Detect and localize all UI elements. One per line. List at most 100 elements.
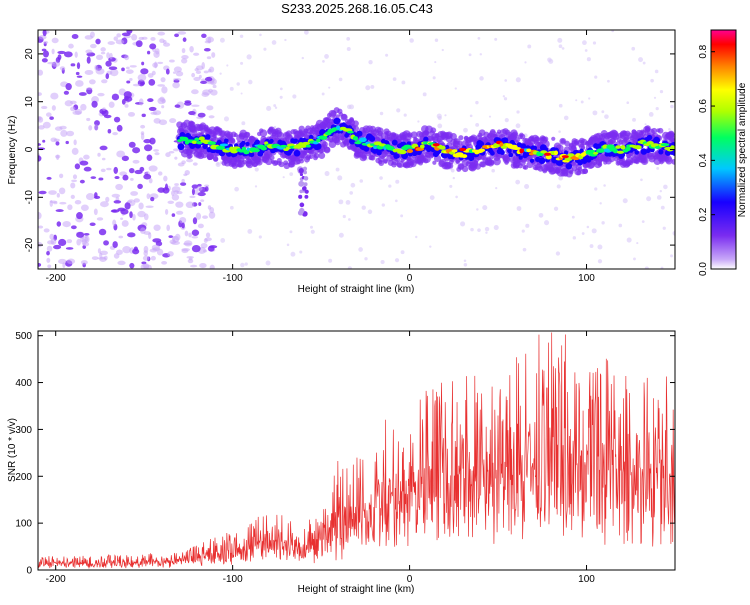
spectrogram-cell [122, 246, 131, 254]
spectrogram-cell [396, 108, 401, 113]
spectrogram-cell [622, 198, 628, 204]
spectrogram-cell [240, 92, 243, 95]
spectrogram-cell [282, 176, 285, 179]
spectrogram-cell [515, 77, 521, 83]
spectrogram-cell [47, 264, 52, 269]
spectrogram-cell [177, 143, 185, 151]
spectrogram-cell [670, 254, 674, 258]
spectrogram-cell [432, 76, 436, 80]
spectrogram-cell [123, 91, 132, 99]
spectrogram-cell [60, 129, 68, 137]
spectrogram-cell [524, 61, 527, 64]
y-tick-label: 400 [15, 378, 32, 389]
x-tick-label: 0 [407, 574, 413, 585]
spectrogram-cell [76, 62, 81, 70]
spectrogram-cell [209, 264, 215, 269]
spectrogram-cell [106, 52, 110, 59]
spectrogram-cell [42, 139, 46, 143]
spectrogram-cell [468, 53, 472, 57]
spectrogram-cell [663, 184, 668, 190]
spectrogram-cell [122, 174, 129, 181]
spectrogram-cell [132, 213, 136, 221]
spectrogram-cell [65, 247, 74, 250]
spectrogram-cell [518, 155, 523, 160]
spectrogram-cell [328, 258, 333, 263]
spectrogram-cell [601, 221, 605, 225]
spectrogram-cell [551, 136, 556, 141]
spectrogram-cell [204, 184, 210, 188]
spectrogram-cell [149, 43, 157, 50]
spectrogram-cell [592, 110, 598, 116]
spectrogram-cell [83, 154, 90, 160]
spectrogram-cell [273, 125, 277, 129]
spectrogram-cell [89, 31, 95, 38]
spectrogram-cell [112, 219, 117, 226]
spectrogram-cell [145, 205, 154, 209]
spectrogram-cell [452, 176, 455, 180]
spectrogram-cell [310, 229, 315, 234]
spectrogram-cell [125, 69, 134, 74]
spectrogram-cell [463, 127, 468, 133]
spectrogram-cell [582, 40, 587, 46]
spectrogram-cell [230, 148, 239, 154]
spectrogram-cell [184, 101, 192, 106]
spectrogram-cell [370, 155, 376, 161]
spectrogram-cell [638, 57, 644, 63]
spectrogram-cell [415, 235, 418, 239]
spectrogram-cell [434, 61, 437, 64]
spectrogram-cell [660, 143, 670, 147]
spectrogram-cell [599, 202, 602, 205]
spectrogram-cell [101, 109, 109, 117]
spectrogram-cell [66, 258, 76, 265]
spectrogram-cell [103, 114, 112, 119]
spectrogram-cell [400, 250, 405, 255]
spectrogram-cell [55, 209, 64, 213]
spectrogram-cell [118, 235, 124, 239]
spectrogram-cell [380, 260, 385, 265]
spectrogram-cell [385, 53, 389, 57]
spectrogram-cell [150, 196, 155, 202]
spectrogram-cell [299, 189, 303, 194]
spectrogram-cell [95, 38, 101, 45]
spectrogram-cell [189, 195, 196, 199]
spectrogram-cell [199, 263, 207, 269]
y-tick-label: 500 [15, 331, 32, 342]
spectrogram-cell [62, 220, 71, 228]
spectrogram-cell [441, 48, 444, 52]
spectrogram-cell [342, 214, 346, 219]
spectrogram-cell [56, 221, 62, 227]
spectrogram-cell [131, 34, 138, 41]
spectrogram-cell [121, 67, 125, 72]
spectrogram-cell [489, 150, 495, 156]
spectrogram-cell [543, 136, 549, 142]
spectrogram-cell [183, 240, 193, 247]
spectrogram-cell [646, 196, 652, 202]
spectrogram-cell [604, 114, 609, 119]
spectrogram-cell [127, 200, 133, 204]
spectrogram-cell [41, 58, 48, 63]
spectrogram-cell [260, 146, 267, 151]
spectrogram-cell [554, 150, 559, 156]
spectrogram-cell [651, 127, 658, 134]
spectrogram-cell [352, 120, 359, 127]
spectrogram-cell [489, 128, 496, 135]
spectrogram-cell [56, 154, 60, 161]
spectrogram-cell [289, 230, 293, 234]
spectrogram-cell [309, 225, 313, 229]
chart-title: S233.2025.268.16.05.C43 [281, 1, 433, 16]
spectrogram-cell [318, 152, 326, 159]
spectrogram-cell [503, 97, 508, 101]
spectrogram-cell [191, 244, 201, 253]
spectrogram-cell [640, 178, 643, 182]
spectrogram-cell [668, 127, 671, 131]
snr-frame [37, 330, 676, 571]
spectrogram-cell [141, 261, 147, 265]
spectrogram-cell [304, 194, 309, 199]
spectrogram-cell [171, 194, 180, 201]
spectrogram-cell [648, 112, 654, 117]
spectrogram-cell [477, 36, 481, 40]
spectrogram-cell [196, 186, 203, 191]
spectrogram-cell [105, 73, 110, 80]
spectrogram-cell [352, 125, 360, 132]
spectrogram-cell [150, 111, 158, 115]
